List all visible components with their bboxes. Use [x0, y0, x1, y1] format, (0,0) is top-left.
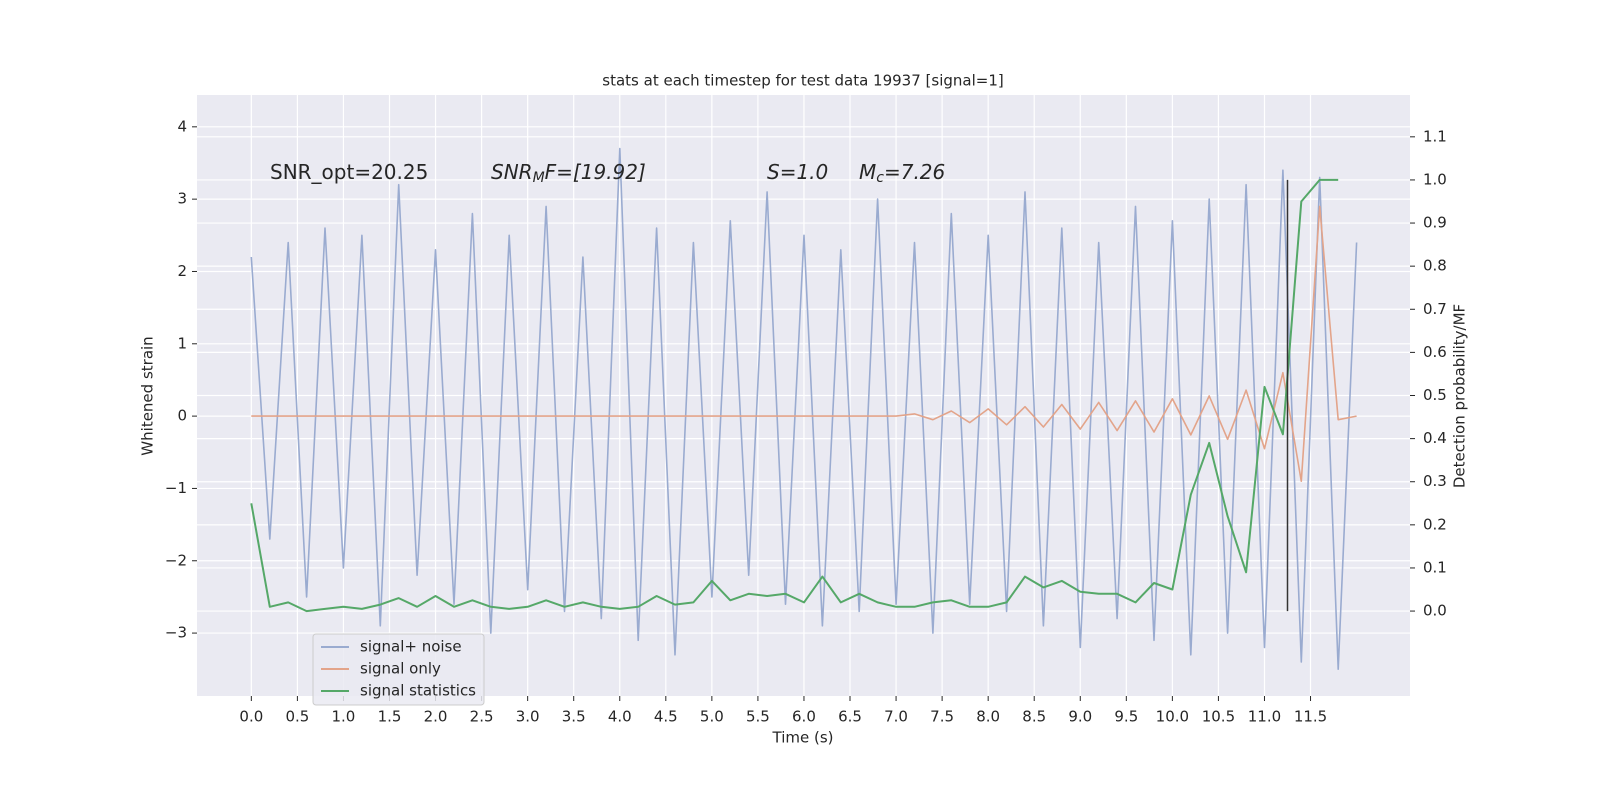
x-tick-label: 11.5 — [1294, 708, 1327, 726]
y2-tick-label: 0.1 — [1423, 558, 1447, 576]
x-tick-label: 5.5 — [746, 708, 770, 726]
annotation-sub: M — [533, 170, 545, 186]
legend: signal+ noise signal only signal statistic… — [312, 633, 485, 706]
y-tick-label: −3 — [165, 624, 187, 642]
annotation-tail: =7.26 — [884, 160, 945, 184]
x-tick-label: 0.5 — [285, 708, 309, 726]
y2-tick-label: 0.5 — [1423, 386, 1447, 404]
x-tick-label: 8.0 — [976, 708, 1000, 726]
annotation: Mc=7.26 — [859, 160, 945, 187]
annotation-text: M — [859, 160, 876, 184]
x-tick-label: 1.0 — [332, 708, 356, 726]
legend-label: signal only — [360, 660, 441, 678]
y2-tick-label: 0.7 — [1423, 300, 1447, 318]
y2-tick-label: 0.8 — [1423, 257, 1447, 275]
y2-tick-label: 0.6 — [1423, 343, 1447, 361]
x-tick-label: 4.5 — [654, 708, 678, 726]
annotation: S=1.0 — [767, 160, 828, 184]
x-axis-label: Time (s) — [772, 729, 834, 747]
legend-label: signal statistics — [360, 682, 476, 700]
y2-tick-label: 1.1 — [1423, 127, 1447, 145]
series-line — [251, 205, 1357, 482]
x-tick-label: 8.5 — [1022, 708, 1046, 726]
x-tick-label: 10.5 — [1202, 708, 1235, 726]
y2-tick-label: 0.3 — [1423, 472, 1447, 490]
y-tick-label: 2 — [177, 262, 187, 280]
annotation: SNRMF=[19.92] — [491, 160, 646, 187]
x-tick-label: 4.0 — [608, 708, 632, 726]
chart-title: stats at each timestep for test data 199… — [602, 72, 1003, 90]
x-tick-label: 6.5 — [838, 708, 862, 726]
series-line — [250, 178, 1339, 613]
annotation-text: SNR_opt=20.25 — [270, 160, 428, 184]
annotation-sub: c — [876, 170, 884, 186]
legend-label: signal+ noise — [360, 638, 462, 656]
y2-tick-label: 0.0 — [1423, 602, 1447, 620]
x-tick-label: 6.0 — [792, 708, 816, 726]
x-tick-label: 7.0 — [884, 708, 908, 726]
y2-axis-label: Detection probability/MF — [1451, 304, 1469, 488]
x-tick-label: 0.0 — [239, 708, 263, 726]
y-axis-label: Whitened strain — [139, 336, 157, 455]
x-tick-label: 7.5 — [930, 708, 954, 726]
legend-box — [312, 633, 485, 706]
y-tick-label: 0 — [177, 407, 187, 425]
annotation-tail: F=[19.92] — [545, 160, 646, 184]
y-tick-label: −1 — [165, 479, 187, 497]
y2-tick-label: 0.9 — [1423, 214, 1447, 232]
x-tick-label: 11.0 — [1248, 708, 1281, 726]
x-tick-label: 10.0 — [1156, 708, 1189, 726]
annotation: SNR_opt=20.25 — [270, 160, 428, 184]
y-tick-label: 1 — [177, 334, 187, 352]
annotation-text: SNR — [491, 160, 533, 184]
y-tick-label: 4 — [177, 117, 187, 135]
x-tick-label: 9.0 — [1068, 708, 1092, 726]
x-tick-label: 5.0 — [700, 708, 724, 726]
x-tick-label: 9.5 — [1114, 708, 1138, 726]
x-tick-label: 1.5 — [378, 708, 402, 726]
annotation-text: S — [767, 160, 780, 184]
x-tick-label: 3.0 — [516, 708, 540, 726]
series-line — [250, 147, 1358, 670]
x-tick-label: 2.5 — [470, 708, 494, 726]
y2-tick-label: 1.0 — [1423, 170, 1447, 188]
y-tick-label: −2 — [165, 551, 187, 569]
y-tick-label: 3 — [177, 190, 187, 208]
y2-tick-label: 0.4 — [1423, 429, 1447, 447]
annotation-tail: =1.0 — [780, 160, 829, 184]
y2-tick-label: 0.2 — [1423, 515, 1447, 533]
x-tick-label: 3.5 — [562, 708, 586, 726]
x-tick-label: 2.0 — [424, 708, 448, 726]
